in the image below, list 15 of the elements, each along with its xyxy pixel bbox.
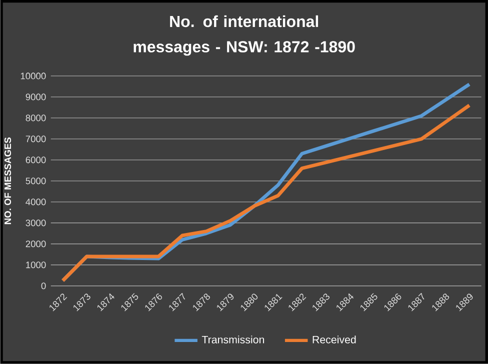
y-tick-label: 3000 xyxy=(26,220,46,226)
y-tick-label: 5000 xyxy=(26,178,46,184)
chart-title: No. of international messages - NSW: 1872 -1890 xyxy=(134,15,355,56)
y-tick-label: 6000 xyxy=(26,156,46,164)
y-tick-label: 10000 xyxy=(20,72,46,80)
legend-label: Received xyxy=(312,336,356,344)
y-tick-label: 2000 xyxy=(26,240,46,248)
y-axis-title: NO. OF MESSAGES xyxy=(4,138,12,224)
y-tick-label: 7000 xyxy=(26,136,46,142)
y-tick-label: 4000 xyxy=(26,198,46,206)
y-tick-label: 1000 xyxy=(26,262,46,268)
legend-label: Transmission xyxy=(202,336,264,344)
y-tick-label: 8000 xyxy=(26,114,46,122)
y-tick-label: 0 xyxy=(41,282,46,290)
y-tick-label: 9000 xyxy=(26,94,46,100)
